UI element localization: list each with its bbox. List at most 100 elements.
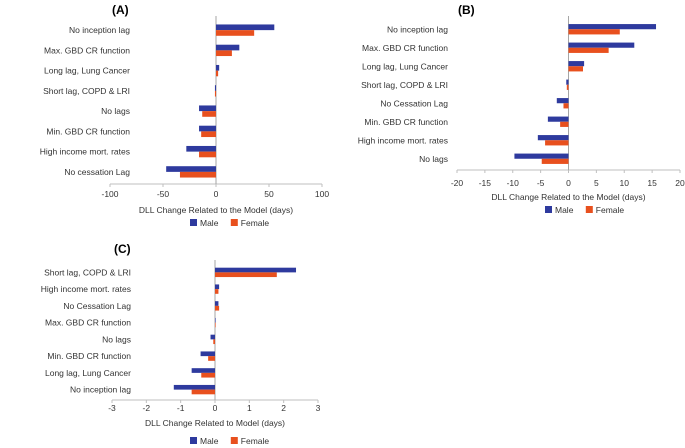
bar-female bbox=[208, 356, 215, 361]
legend-label-male: Male bbox=[200, 218, 219, 228]
category-label: No cessation Lag bbox=[64, 167, 130, 177]
x-axis-title: DLL Change Related to the Model (days) bbox=[139, 205, 293, 215]
bar-male bbox=[568, 42, 635, 48]
legend-swatch-male bbox=[545, 206, 552, 213]
bar-male bbox=[566, 79, 569, 85]
legend-label-female: Female bbox=[596, 205, 625, 215]
category-label: No inception lag bbox=[70, 385, 131, 395]
bar-female bbox=[563, 103, 569, 109]
legend-label-male: Male bbox=[200, 436, 219, 446]
category-label: Min. GBD CR function bbox=[46, 126, 130, 136]
bar-female bbox=[213, 339, 215, 345]
bar-female bbox=[216, 30, 255, 36]
chart-panel-1: (B) -20 -15 -10 -5 0 5 10 15 20 No inception lag Ma… bbox=[358, 3, 685, 215]
category-label: High income mort. rates bbox=[41, 284, 131, 294]
x-axis-title: DLL Change Related to Model (days) bbox=[145, 418, 285, 428]
bar-female bbox=[202, 111, 216, 117]
category-label: No lags bbox=[419, 154, 448, 164]
legend-swatch-female bbox=[230, 437, 238, 444]
category-label: High income mort. rates bbox=[40, 147, 130, 157]
x-tick-label: 100 bbox=[315, 189, 329, 199]
bar-female bbox=[545, 140, 569, 146]
bar-female bbox=[216, 70, 219, 77]
category-label: Short lag, COPD & LRI bbox=[44, 267, 131, 277]
bar-male bbox=[215, 301, 219, 306]
category-label: High income mort. rates bbox=[358, 135, 448, 145]
bar-female bbox=[541, 158, 569, 164]
legend-label-female: Female bbox=[241, 218, 270, 228]
bar-female bbox=[201, 372, 215, 378]
category-label: Max. GBD CR function bbox=[45, 318, 131, 328]
x-tick-label: -50 bbox=[157, 189, 170, 199]
bar-female bbox=[214, 90, 216, 97]
bar-male bbox=[537, 135, 569, 141]
bar-male bbox=[166, 166, 216, 172]
x-tick-label: 2 bbox=[281, 403, 286, 413]
legend-label-female: Female bbox=[241, 436, 270, 446]
panel-label: (B) bbox=[458, 3, 475, 17]
bar-female bbox=[568, 66, 583, 72]
bar-female bbox=[568, 29, 620, 35]
bar-female bbox=[179, 171, 216, 178]
bar-male bbox=[199, 125, 216, 132]
legend-swatch-male bbox=[190, 437, 197, 444]
bar-female bbox=[215, 322, 216, 328]
bar-female bbox=[568, 47, 609, 53]
category-label: Short lag, COPD & LRI bbox=[361, 80, 448, 90]
category-label: Min. GBD CR function bbox=[364, 117, 448, 127]
bar-female bbox=[215, 305, 220, 311]
bar-male bbox=[556, 98, 569, 104]
bar-female bbox=[215, 289, 219, 294]
x-tick-label: -100 bbox=[101, 189, 118, 199]
category-label: Long lag, Lung Cancer bbox=[362, 61, 448, 71]
x-tick-label: -1 bbox=[177, 403, 185, 413]
panel-label: (A) bbox=[112, 3, 129, 17]
category-label: Min. GBD CR function bbox=[47, 351, 131, 361]
x-tick-label: -15 bbox=[479, 178, 492, 188]
x-tick-label: 10 bbox=[620, 178, 630, 188]
chart-panel-2: (C) -3 -2 -1 0 1 2 3 Short lag, COPD & LRI High i… bbox=[41, 242, 321, 446]
bar-female bbox=[191, 389, 215, 395]
bar-male bbox=[547, 116, 569, 122]
bar-male bbox=[214, 85, 216, 91]
bar-female bbox=[201, 131, 216, 138]
bar-male bbox=[210, 334, 215, 340]
legend-swatch-female bbox=[585, 206, 593, 213]
bar-female bbox=[215, 272, 277, 278]
bar-male bbox=[216, 64, 220, 71]
category-label: Short lag, COPD & LRI bbox=[43, 86, 130, 96]
x-tick-label: 5 bbox=[594, 178, 599, 188]
legend-swatch-male bbox=[190, 219, 197, 226]
x-tick-label: 0 bbox=[214, 189, 219, 199]
category-label: Long lag, Lung Cancer bbox=[44, 66, 130, 76]
category-label: Long lag, Lung Cancer bbox=[45, 368, 131, 378]
legend-swatch-female bbox=[230, 219, 238, 226]
category-label: No lags bbox=[101, 106, 130, 116]
bar-male bbox=[215, 284, 220, 290]
bar-male bbox=[568, 24, 657, 30]
x-tick-label: -10 bbox=[507, 178, 520, 188]
bar-male bbox=[216, 24, 275, 31]
bar-male bbox=[568, 61, 585, 67]
x-tick-label: 0 bbox=[566, 178, 571, 188]
category-label: Max. GBD CR function bbox=[362, 43, 448, 53]
bar-male bbox=[191, 368, 215, 373]
bar-female bbox=[560, 121, 569, 127]
category-label: No lags bbox=[102, 334, 131, 344]
legend-label-male: Male bbox=[555, 205, 574, 215]
bar-male bbox=[215, 267, 297, 273]
panel-label: (C) bbox=[114, 242, 131, 256]
x-tick-label: -2 bbox=[143, 403, 151, 413]
category-label: No inception lag bbox=[69, 25, 130, 35]
x-axis-title: DLL Change Related to the Model (days) bbox=[491, 192, 645, 202]
x-tick-label: 0 bbox=[213, 403, 218, 413]
bar-male bbox=[199, 105, 216, 112]
bar-male bbox=[200, 351, 215, 357]
category-label: No Cessation Lag bbox=[380, 98, 448, 108]
bar-male bbox=[173, 384, 215, 390]
category-label: No Cessation Lag bbox=[63, 301, 131, 311]
bar-female bbox=[566, 84, 569, 90]
chart-panel-0: (A) -100 -50 0 50 100 No inception lag Max. GBD… bbox=[40, 3, 330, 228]
bar-female bbox=[199, 151, 216, 158]
category-label: Max. GBD CR function bbox=[44, 45, 130, 55]
